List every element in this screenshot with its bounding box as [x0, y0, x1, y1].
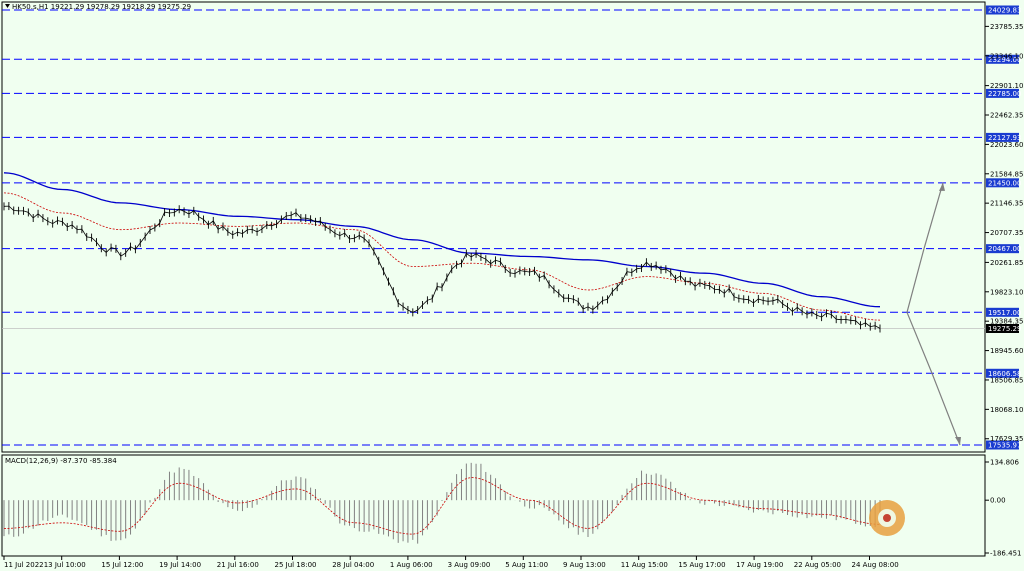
- level-price-label: 21450.00: [988, 179, 1021, 187]
- time-tick-label: 25 Jul 18:00: [275, 561, 317, 569]
- projection-arrows: [906, 182, 961, 446]
- ma-long-line: [3, 172, 881, 308]
- current-price-label: 19275.29: [988, 325, 1021, 333]
- time-tick-label: 9 Aug 13:00: [563, 561, 606, 569]
- level-price-label: 18606.58: [988, 370, 1021, 378]
- time-tick-label: 17 Aug 19:00: [736, 561, 783, 569]
- time-tick-label: 21 Jul 16:00: [217, 561, 259, 569]
- level-price-box: [986, 88, 1019, 98]
- price-tick-label: 20261.85: [990, 259, 1023, 267]
- price-tick-label: 18068.10: [990, 406, 1023, 414]
- time-tick-label: 11 Jul 2022: [4, 561, 44, 569]
- time-tick-label: 15 Jul 12:00: [101, 561, 143, 569]
- projection-down-arrowhead-icon: [955, 437, 961, 445]
- time-tick-label: 19 Jul 14:00: [159, 561, 201, 569]
- level-price-box: [986, 368, 1019, 378]
- projection-up-line: [906, 182, 944, 313]
- price-line: [3, 205, 881, 329]
- time-tick-label: 28 Jul 04:00: [332, 561, 374, 569]
- macd-tick-label: -186.451: [990, 550, 1021, 558]
- price-tick-label: 22462.35: [990, 111, 1023, 119]
- level-price-box: [986, 307, 1019, 317]
- price-tick-label: 19823.10: [990, 288, 1023, 296]
- watermark-logo-dot-icon: [883, 514, 891, 522]
- macd-header: MACD(12,26,9) -87.370 -85.384: [5, 457, 117, 465]
- cngold-watermark: [869, 500, 905, 536]
- level-price-label: 22127.93: [988, 134, 1021, 142]
- price-tick-label: 18945.60: [990, 347, 1023, 355]
- price-series: [3, 202, 881, 333]
- time-tick-label: 24 Aug 08:00: [852, 561, 899, 569]
- time-tick-label: 22 Aug 05:00: [794, 561, 841, 569]
- macd-tick-label: 0.00: [990, 497, 1006, 505]
- level-price-label: 20467.00: [988, 245, 1021, 253]
- price-axis: 23785.35 23346.10 22901.10 22462.35 22023.60…: [985, 23, 1023, 443]
- level-price-label: 17535.97: [988, 442, 1021, 450]
- level-lines: 24029.83 23294.00 22785.00 22127.93 21450.00…: [2, 5, 1021, 450]
- symbol-triangle-icon: [5, 4, 10, 8]
- level-price-label: 22785.00: [988, 90, 1021, 98]
- level-price-label: 19517.00: [988, 309, 1021, 317]
- time-tick-label: 13 Jul 10:00: [44, 561, 86, 569]
- macd-tick-label: 134.806: [990, 459, 1019, 467]
- current-price-box: [986, 323, 1019, 333]
- price-tick-label: 22023.60: [990, 141, 1023, 149]
- time-tick-label: 15 Aug 17:00: [678, 561, 725, 569]
- projection-up-arrowhead-icon: [939, 182, 945, 191]
- level-price-box: [986, 54, 1019, 64]
- symbol-header: HK50.s,H1 19221.29 19278.29 19218.29 192…: [12, 3, 191, 11]
- projection-down-line: [906, 312, 961, 446]
- level-price-box: [986, 178, 1019, 188]
- price-tick-label: 21146.35: [990, 200, 1023, 208]
- level-price-box: [986, 5, 1019, 15]
- time-tick-label: 5 Aug 11:00: [505, 561, 548, 569]
- level-price-box: [986, 132, 1019, 142]
- price-tick-label: 22901.10: [990, 82, 1023, 90]
- price-tick-label: 18506.85: [990, 376, 1023, 384]
- macd-histogram: [3, 462, 881, 544]
- level-price-label: 23294.00: [988, 56, 1021, 64]
- time-tick-label: 1 Aug 06:00: [390, 561, 433, 569]
- price-tick-label: 23785.35: [990, 23, 1023, 31]
- moving-averages: [3, 172, 881, 321]
- macd-panel[interactable]: [1, 454, 986, 557]
- price-tick-label: 17629.35: [990, 435, 1023, 443]
- level-price-box: [986, 244, 1019, 254]
- price-tick-label: 23346.10: [990, 52, 1023, 60]
- level-price-box: [986, 440, 1019, 450]
- macd-axis: 134.806 0.00 -186.451: [985, 459, 1021, 558]
- price-tick-label: 19384.35: [990, 318, 1023, 326]
- level-price-label: 24029.83: [988, 7, 1021, 15]
- time-tick-label: 3 Aug 09:00: [448, 561, 491, 569]
- price-tick-label: 21584.85: [990, 170, 1023, 178]
- time-axis: 11 Jul 2022 13 Jul 10:00 15 Jul 12:00 19 Ju…: [3, 556, 899, 569]
- ma-short-line: [3, 192, 881, 321]
- price-panel[interactable]: [1, 1, 986, 453]
- time-tick-label: 11 Aug 15:00: [621, 561, 668, 569]
- price-tick-label: 20707.35: [990, 229, 1023, 237]
